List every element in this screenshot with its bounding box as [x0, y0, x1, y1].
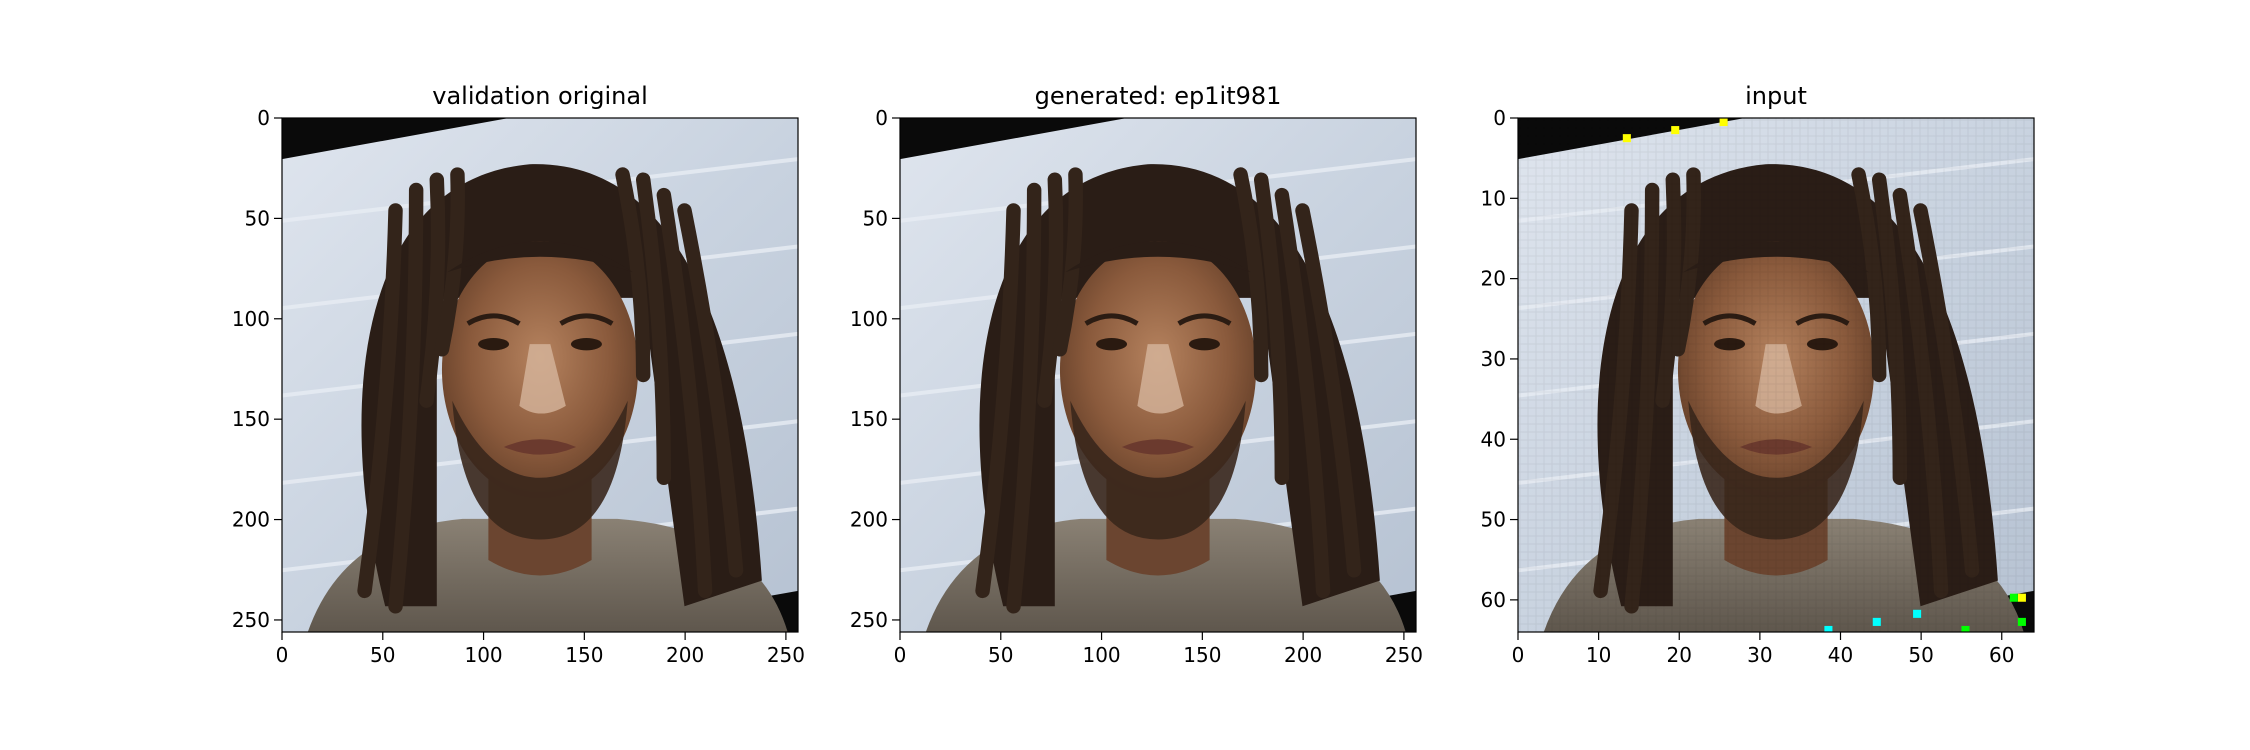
x-tick-label: 50: [1908, 643, 1933, 667]
x-tick-label: 50: [988, 643, 1013, 667]
x-tick-label: 200: [1284, 643, 1322, 667]
x-tick-label: 0: [1512, 643, 1525, 667]
x-tick-label: 50: [370, 643, 395, 667]
x-tick-label: 0: [276, 643, 289, 667]
x-tick-label: 150: [1183, 643, 1221, 667]
panel-validation-original: validation original 0 50 100 150 200 250 0 50 1…: [232, 82, 805, 667]
y-tick-label: 0: [1493, 106, 1506, 130]
y-tick-label: 10: [1481, 186, 1506, 210]
portrait-image: [900, 118, 1416, 632]
x-tick-label: 10: [1586, 643, 1611, 667]
y-tick-label: 100: [850, 307, 888, 331]
x-tick-label: 100: [1082, 643, 1120, 667]
y-tick-label: 50: [245, 206, 270, 230]
x-tick-label: 150: [565, 643, 603, 667]
y-ticks: 0 10 20 30 40 50 60: [1481, 106, 1518, 612]
y-tick-label: 60: [1481, 588, 1506, 612]
y-tick-label: 50: [1481, 508, 1506, 532]
portrait-image: [282, 118, 798, 632]
x-ticks: 0 10 20 30 40 50 60: [1512, 632, 2014, 667]
y-tick-label: 40: [1481, 427, 1506, 451]
panel-title: validation original: [432, 82, 648, 110]
y-ticks: 0 50 100 150 200 250: [850, 106, 900, 632]
y-tick-label: 250: [232, 608, 270, 632]
panel-title: generated: ep1it981: [1035, 82, 1282, 110]
x-tick-label: 250: [767, 643, 805, 667]
axes-frame: [899, 117, 1417, 633]
y-tick-label: 20: [1481, 267, 1506, 291]
x-tick-label: 100: [464, 643, 502, 667]
panel-input: input 0 10 20 30 40 50 60 0 10 20 30 40 50 60: [1481, 82, 2035, 667]
x-tick-label: 200: [666, 643, 704, 667]
y-tick-label: 150: [850, 407, 888, 431]
y-tick-label: 200: [850, 508, 888, 532]
y-tick-label: 0: [257, 106, 270, 130]
x-tick-label: 60: [1989, 643, 2014, 667]
x-ticks: 0 50 100 150 200 250: [276, 632, 805, 667]
y-tick-label: 250: [850, 608, 888, 632]
x-ticks: 0 50 100 150 200 250: [894, 632, 1423, 667]
y-tick-label: 50: [863, 206, 888, 230]
axes-frame: [1517, 117, 2035, 633]
x-tick-label: 250: [1385, 643, 1423, 667]
y-tick-label: 100: [232, 307, 270, 331]
y-tick-label: 30: [1481, 347, 1506, 371]
y-tick-label: 150: [232, 407, 270, 431]
x-tick-label: 20: [1667, 643, 1692, 667]
y-tick-label: 200: [232, 508, 270, 532]
axes-frame: [281, 117, 799, 633]
y-tick-label: 0: [875, 106, 888, 130]
panel-title: input: [1745, 82, 1807, 110]
y-ticks: 0 50 100 150 200 250: [232, 106, 282, 632]
portrait-image-pixelated: [1518, 118, 2034, 632]
x-tick-label: 30: [1747, 643, 1772, 667]
x-tick-label: 40: [1828, 643, 1853, 667]
panel-generated: generated: ep1it981 0 50 100 150 200 250 0 50 1…: [850, 82, 1423, 667]
x-tick-label: 0: [894, 643, 907, 667]
